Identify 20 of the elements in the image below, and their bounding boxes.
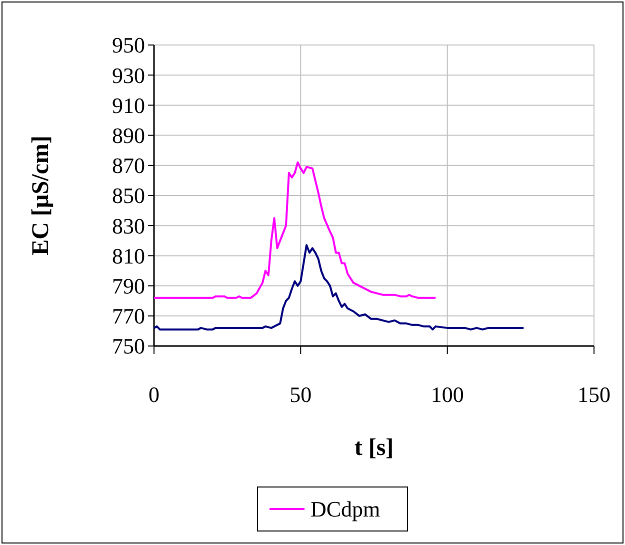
x-tick-label: 150 (578, 382, 610, 407)
x-tick-label: 0 (148, 382, 160, 407)
y-tick-label: 830 (112, 213, 145, 238)
y-tick-label: 790 (112, 274, 145, 298)
y-tick-label: 810 (112, 243, 145, 268)
y-tick-label: 950 (112, 32, 145, 58)
y-tick-label: 910 (112, 92, 145, 118)
legend-label: DCdpm (310, 496, 380, 522)
line-series (153, 244, 525, 330)
x-tick-label: 100 (430, 382, 464, 407)
y-tick-label: 770 (112, 304, 145, 329)
line-series (153, 161, 437, 299)
y-tick-label: 750 (112, 334, 145, 359)
x-axis-title: t [s] (354, 435, 394, 461)
y-axis-title: EC [µS/cm] (28, 136, 54, 256)
y-tick-label: 930 (112, 62, 145, 88)
y-tick-label: 870 (112, 153, 145, 178)
y-tick-label: 890 (112, 123, 145, 148)
x-tick-label: 50 (290, 382, 312, 407)
y-tick-label: 850 (112, 183, 145, 208)
